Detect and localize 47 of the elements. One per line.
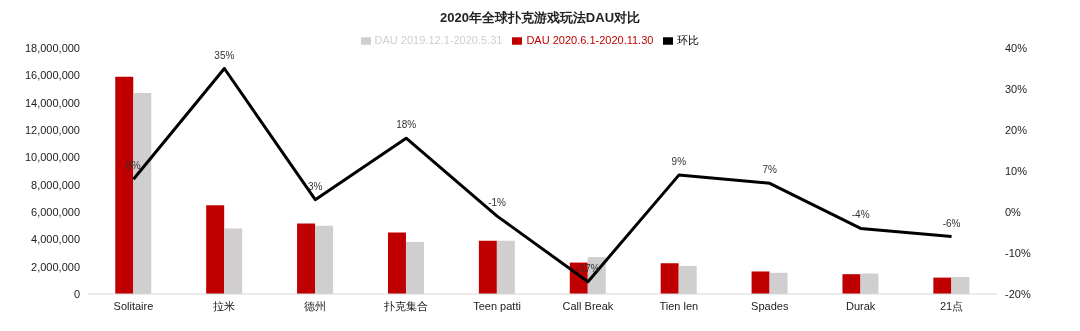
x-tick-label: Solitaire — [113, 299, 154, 312]
y-tick-label: 6,000,000 — [31, 205, 80, 218]
data-label: 35% — [214, 49, 235, 61]
bar — [206, 205, 225, 294]
y-tick-label: 0 — [73, 287, 80, 300]
y-tick-label: 16,000,000 — [24, 69, 80, 82]
data-label: -4% — [851, 209, 870, 221]
y2-tick-label: -10% — [1005, 246, 1031, 259]
x-tick-label: Durak — [845, 299, 876, 312]
y-tick-label: 8,000,000 — [31, 178, 80, 191]
data-label: 9% — [671, 156, 687, 168]
y-tick-label: 10,000,000 — [24, 151, 80, 164]
y-tick-label: 14,000,000 — [24, 96, 80, 109]
y-tick-label: 2,000,000 — [31, 260, 80, 273]
bar — [297, 223, 316, 294]
bar — [660, 263, 679, 294]
y2-tick-label: 20% — [1005, 123, 1028, 136]
bar — [478, 240, 497, 294]
data-label: 7% — [762, 164, 778, 176]
x-tick-label: 21点 — [939, 299, 964, 312]
x-tick-label: Tien len — [659, 299, 699, 312]
chart-title: 2020年全球扑克游戏玩法DAU对比 — [438, 9, 642, 27]
data-label: -17% — [576, 262, 600, 274]
y2-tick-label: 0% — [1005, 205, 1022, 218]
x-tick-label: Teen patti — [473, 299, 521, 312]
y2-tick-label: -20% — [1005, 287, 1031, 300]
data-label: 3% — [308, 180, 323, 192]
x-tick-label: Call Break — [562, 299, 614, 312]
y-tick-label: 18,000,000 — [24, 41, 80, 54]
y2-tick-label: 30% — [1005, 82, 1028, 95]
bar — [933, 277, 952, 294]
bar — [751, 271, 770, 294]
data-label: 18% — [396, 119, 417, 131]
legend-label: DAU 2020.6.1-2020.11.30 — [526, 34, 654, 46]
y2-tick-label: 40% — [1005, 41, 1028, 54]
x-tick-label: 德州 — [304, 299, 327, 312]
x-tick-label: Spades — [751, 299, 789, 312]
data-label: -1% — [488, 197, 507, 209]
x-tick-label: 扑克集合 — [383, 299, 429, 312]
y2-tick-label: 10% — [1005, 164, 1028, 177]
bar — [387, 232, 406, 294]
y-tick-label: 4,000,000 — [31, 233, 80, 246]
legend-label: 环比 — [677, 34, 700, 46]
data-label: -6% — [942, 217, 961, 229]
bar — [842, 274, 861, 294]
x-tick-label: 拉米 — [213, 299, 236, 312]
y-tick-label: 12,000,000 — [24, 123, 80, 136]
